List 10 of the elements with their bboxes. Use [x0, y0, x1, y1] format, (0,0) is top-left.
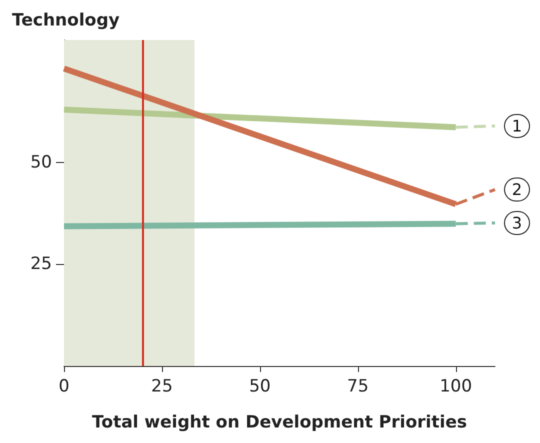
series-label: 1: [512, 116, 522, 136]
series-label: 3: [512, 213, 522, 232]
x-axis-title: Total weight on Development Priorities: [92, 412, 467, 432]
x-tick-label: 25: [151, 376, 173, 396]
x-tick-label: 100: [440, 376, 472, 396]
x-tick-label: 50: [249, 376, 271, 396]
series-label: 2: [512, 180, 522, 200]
x-tick-label: 0: [58, 376, 70, 396]
x-tick-label: 75: [347, 376, 369, 396]
y-axis-title: Technology: [12, 10, 120, 30]
